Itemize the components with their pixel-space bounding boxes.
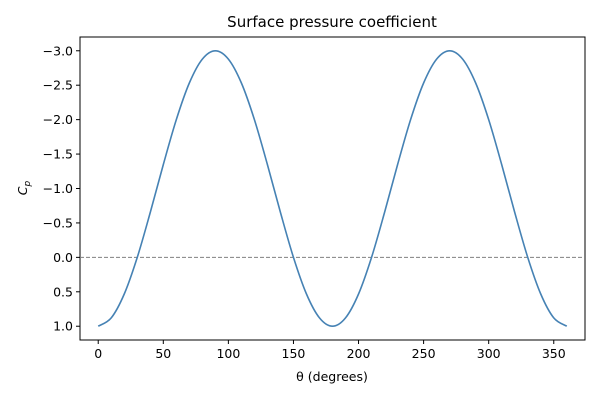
y-axis-label-subscript: p: [23, 180, 33, 187]
x-axis-label: θ (degrees): [296, 369, 368, 384]
y-tick-label: −2.5: [43, 78, 73, 93]
y-tick-label: −2.0: [43, 112, 73, 127]
x-tick-label: 350: [542, 346, 566, 361]
x-tick-label: 250: [412, 346, 436, 361]
x-tick-label: 300: [477, 346, 501, 361]
y-tick-label: 1.0: [53, 319, 73, 334]
y-tick-label: −1.0: [43, 181, 73, 196]
x-tick-label: 0: [94, 346, 102, 361]
y-axis-label-symbol: C: [15, 186, 30, 195]
x-tick-label: 150: [282, 346, 306, 361]
series-line-0: [97, 49, 568, 328]
y-tick-label: 0.0: [53, 250, 73, 265]
x-tick-label: 200: [347, 346, 371, 361]
plot-area-frame: [79, 36, 586, 341]
x-tick-label: 100: [216, 346, 240, 361]
x-tick-label: 50: [155, 346, 171, 361]
y-tick-label: −1.5: [43, 147, 73, 162]
y-axis-label: Cp: [15, 180, 33, 195]
y-tick-label: −0.5: [43, 215, 73, 230]
chart-title: Surface pressure coefficient: [227, 13, 437, 31]
y-tick-label: −3.0: [43, 43, 73, 58]
y-tick-label: 0.5: [53, 284, 73, 299]
